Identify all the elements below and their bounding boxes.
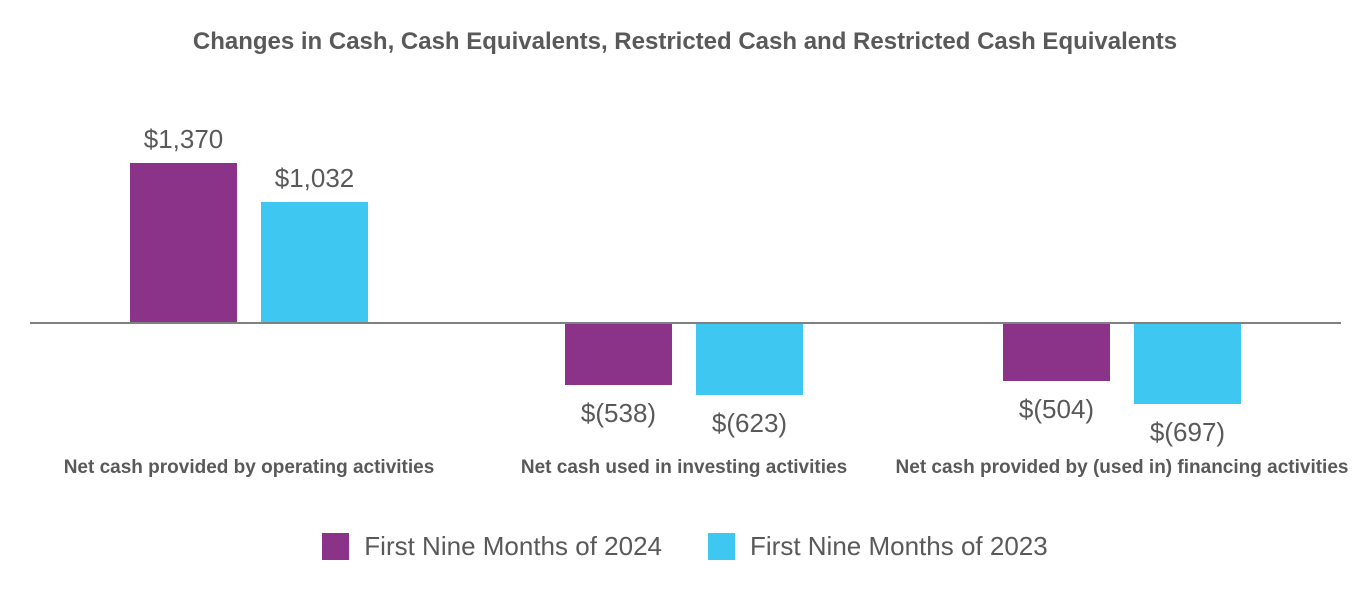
bar-series2-cat1 (261, 202, 368, 322)
category-label-2: Net cash used in investing activities (520, 457, 848, 478)
legend: First Nine Months of 2024 First Nine Mont… (0, 531, 1370, 562)
category-label-3: Net cash provided by (used in) financing… (895, 457, 1349, 478)
bar-series1-cat1 (130, 163, 237, 322)
value-label-series1-cat2: $(538) (580, 398, 657, 428)
legend-swatch-icon (322, 533, 350, 560)
value-label-series2-cat1: $1,032 (274, 163, 355, 193)
value-label-series2-cat2: $(623) (711, 408, 788, 438)
legend-item-2: First Nine Months of 2023 (708, 531, 1048, 562)
chart-title: Changes in Cash, Cash Equivalents, Restr… (192, 28, 1178, 55)
value-label-series2-cat3: $(697) (1149, 417, 1226, 447)
x-axis-line (30, 322, 1341, 324)
bar-series1-cat2 (565, 323, 672, 385)
bar-series1-cat3 (1003, 323, 1110, 381)
legend-item-1: First Nine Months of 2024 (322, 531, 662, 562)
value-label-series1-cat1: $1,370 (143, 124, 224, 154)
category-label-1: Net cash provided by operating activitie… (63, 457, 435, 478)
value-label-series1-cat3: $(504) (1018, 394, 1095, 424)
bar-series2-cat2 (696, 323, 803, 395)
bar-series2-cat3 (1134, 323, 1241, 404)
legend-label: First Nine Months of 2024 (364, 531, 662, 561)
legend-swatch-icon (708, 533, 735, 560)
legend-label: First Nine Months of 2023 (750, 531, 1048, 561)
